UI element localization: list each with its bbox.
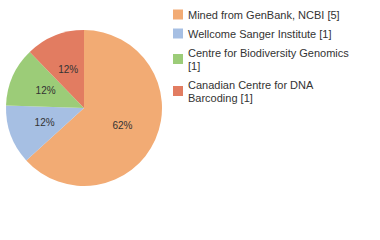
- svg-text:12%: 12%: [35, 117, 55, 128]
- svg-text:12%: 12%: [36, 85, 56, 96]
- svg-text:[1]: [1]: [188, 60, 200, 72]
- svg-text:12%: 12%: [58, 64, 78, 75]
- svg-text:62%: 62%: [112, 120, 132, 131]
- svg-text:Canadian Centre for DNA: Canadian Centre for DNA: [188, 79, 316, 91]
- svg-text:Wellcome Sanger Institute [1]: Wellcome Sanger Institute [1]: [188, 28, 331, 40]
- svg-text:Mined from GenBank, NCBI [5]: Mined from GenBank, NCBI [5]: [188, 9, 340, 21]
- svg-text:Centre for Biodiversity Genomi: Centre for Biodiversity Genomics: [188, 47, 352, 59]
- svg-text:Barcoding [1]: Barcoding [1]: [188, 92, 253, 104]
